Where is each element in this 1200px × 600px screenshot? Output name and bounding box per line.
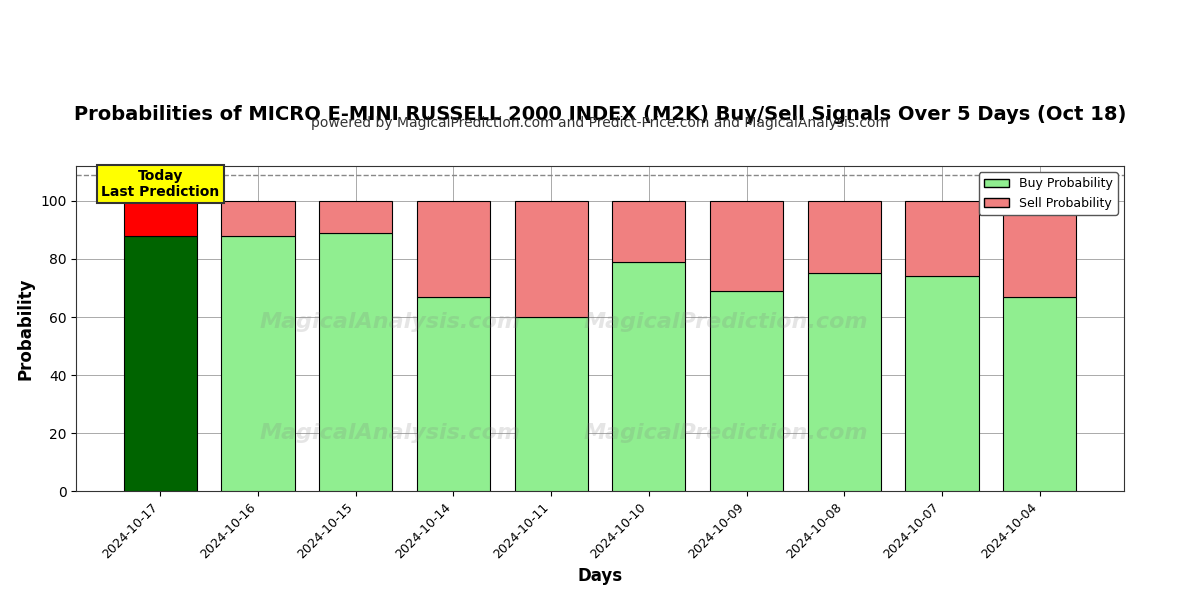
Text: MagicalPrediction.com: MagicalPrediction.com xyxy=(583,423,868,443)
Bar xyxy=(1003,297,1076,491)
Bar xyxy=(808,201,881,274)
Bar xyxy=(124,236,197,491)
Bar xyxy=(905,277,978,491)
Bar xyxy=(319,233,392,491)
Bar xyxy=(1003,201,1076,297)
Bar xyxy=(710,291,784,491)
Bar xyxy=(515,201,588,317)
Bar xyxy=(416,201,490,297)
Bar xyxy=(710,201,784,291)
Bar xyxy=(222,201,295,236)
Bar xyxy=(612,262,685,491)
Text: Probabilities of MICRO E-MINI RUSSELL 2000 INDEX (M2K) Buy/Sell Signals Over 5 D: Probabilities of MICRO E-MINI RUSSELL 20… xyxy=(74,105,1126,124)
Text: MagicalAnalysis.com: MagicalAnalysis.com xyxy=(260,312,521,332)
Bar xyxy=(515,317,588,491)
Legend: Buy Probability, Sell Probability: Buy Probability, Sell Probability xyxy=(979,172,1117,215)
X-axis label: Days: Days xyxy=(577,567,623,585)
Text: MagicalPrediction.com: MagicalPrediction.com xyxy=(583,312,868,332)
Bar xyxy=(416,297,490,491)
Bar xyxy=(222,236,295,491)
Y-axis label: Probability: Probability xyxy=(17,277,35,380)
Bar xyxy=(319,201,392,233)
Bar xyxy=(905,201,978,277)
Title: powered by MagicalPrediction.com and Predict-Price.com and MagicalAnalysis.com: powered by MagicalPrediction.com and Pre… xyxy=(311,116,889,130)
Text: Today
Last Prediction: Today Last Prediction xyxy=(101,169,220,199)
Bar xyxy=(124,201,197,236)
Bar xyxy=(808,274,881,491)
Bar xyxy=(612,201,685,262)
Text: MagicalAnalysis.com: MagicalAnalysis.com xyxy=(260,423,521,443)
